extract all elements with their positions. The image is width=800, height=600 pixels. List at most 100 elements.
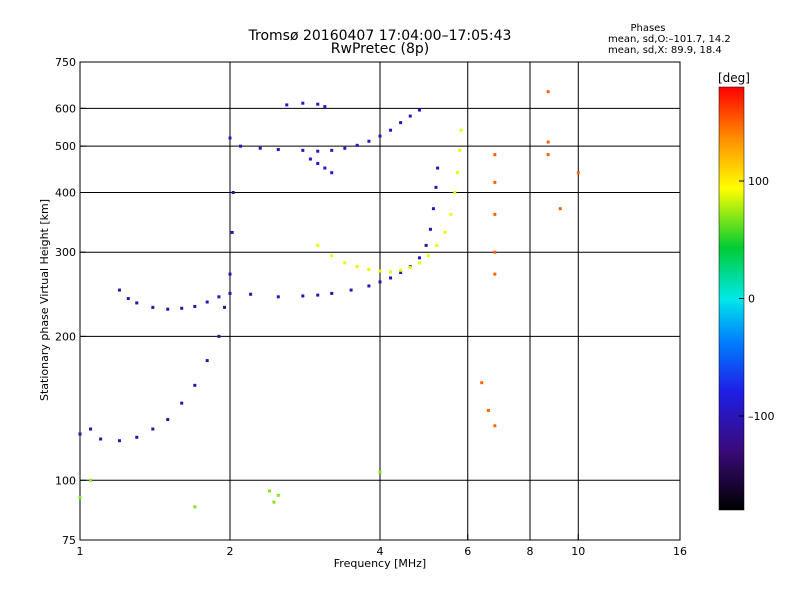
data-point — [426, 254, 430, 258]
x-tick-label: 10 — [571, 545, 585, 558]
data-point — [223, 305, 227, 309]
data-point — [435, 243, 439, 247]
y-tick-label: 600 — [55, 102, 76, 115]
data-point — [576, 171, 580, 175]
data-point — [493, 250, 497, 254]
data-point — [323, 166, 327, 170]
data-point — [459, 128, 463, 132]
data-point — [135, 301, 139, 305]
data-point — [389, 128, 393, 132]
data-point — [493, 272, 497, 276]
data-point — [546, 140, 550, 144]
data-point — [378, 134, 382, 138]
data-point — [493, 153, 497, 157]
data-point — [453, 190, 457, 194]
data-point — [228, 272, 232, 276]
axis-ticks: 1 2 4 6 8 10 16 75 100 200 300 400 500 600 750 — [55, 56, 687, 558]
data-point — [193, 304, 197, 308]
x-tick-label: 1 — [77, 545, 84, 558]
data-point — [301, 101, 305, 105]
data-point — [276, 493, 280, 497]
data-point — [151, 427, 155, 431]
data-point — [230, 230, 234, 234]
data-point — [228, 291, 232, 295]
data-point — [323, 105, 327, 109]
data-point — [449, 212, 453, 216]
data-point — [217, 334, 221, 338]
data-point — [378, 280, 382, 284]
data-point — [417, 261, 421, 265]
data-point — [267, 489, 271, 493]
data-point — [316, 102, 320, 106]
data-point — [231, 190, 235, 194]
chart-subtitle: RwPretec (8p) — [331, 41, 429, 57]
data-point — [546, 153, 550, 157]
data-point — [408, 114, 412, 118]
x-axis-label: Frequency [MHz] — [334, 557, 426, 570]
y-tick-label: 750 — [55, 56, 76, 69]
data-point — [166, 418, 170, 422]
data-point — [272, 500, 276, 504]
data-point — [424, 243, 428, 247]
x-tick-label: 4 — [377, 545, 384, 558]
series-group — [480, 90, 580, 428]
data-point — [378, 470, 382, 474]
data-point — [276, 148, 280, 152]
data-point — [228, 136, 232, 140]
data-point — [126, 297, 130, 301]
colorbar-tick-label: 0 — [748, 293, 755, 306]
data-point — [205, 359, 209, 363]
data-point — [349, 288, 353, 292]
data-point — [276, 295, 280, 299]
data-point — [205, 300, 209, 304]
y-axis-label: Stationary phase Virtual Height [km] — [38, 199, 51, 401]
data-point — [330, 171, 334, 175]
data-point — [316, 161, 320, 165]
data-point — [258, 146, 262, 150]
x-tick-label: 2 — [227, 545, 234, 558]
data-point — [399, 121, 403, 125]
data-point — [558, 207, 562, 211]
data-point — [455, 171, 459, 175]
grid-lines — [80, 62, 680, 540]
data-point — [367, 268, 371, 272]
data-point — [434, 185, 438, 189]
y-tick-label: 200 — [55, 330, 76, 343]
data-point — [436, 166, 440, 170]
data-point — [343, 146, 347, 150]
data-point — [193, 505, 197, 509]
x-tick-label: 8 — [527, 545, 534, 558]
colorbar-tick-label: –100 — [748, 410, 775, 423]
data-point — [135, 435, 139, 439]
data-point — [343, 261, 347, 265]
data-point — [431, 207, 435, 211]
data-point — [117, 288, 121, 292]
series-group — [78, 190, 235, 443]
data-point — [151, 305, 155, 309]
series-group — [316, 128, 463, 274]
data-point — [493, 180, 497, 184]
data-point — [367, 284, 371, 288]
data-point — [89, 478, 93, 482]
stats-line-x: mean, sd,X: 89.9, 18.4 — [608, 45, 722, 56]
series-group — [228, 108, 421, 153]
series-group — [78, 470, 382, 509]
series-group — [285, 101, 334, 175]
data-point — [355, 265, 359, 269]
series-group — [117, 166, 440, 311]
data-point — [89, 427, 93, 431]
y-tick-label: 300 — [55, 246, 76, 259]
colorbar-tick-label: 100 — [748, 175, 769, 188]
data-point — [330, 148, 334, 152]
data-point — [316, 293, 320, 297]
y-tick-label: 400 — [55, 186, 76, 199]
data-point — [399, 271, 403, 275]
data-point — [78, 496, 82, 500]
data-point — [399, 268, 403, 272]
data-point — [193, 383, 197, 387]
data-point — [301, 294, 305, 298]
x-tick-label: 6 — [464, 545, 471, 558]
x-tick-label: 16 — [673, 545, 687, 558]
data-point — [417, 108, 421, 112]
